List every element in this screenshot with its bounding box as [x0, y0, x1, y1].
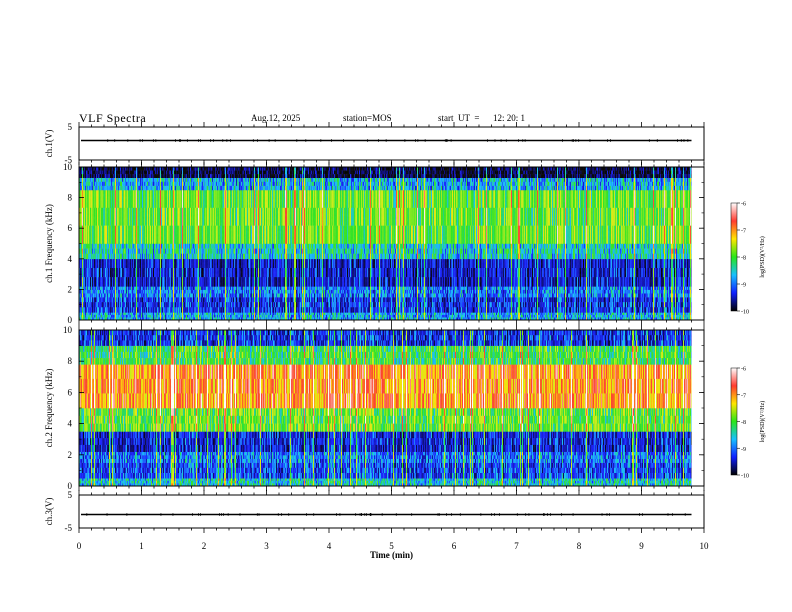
spectrogram-ch1-spectrogram	[79, 167, 704, 321]
figure-title: VLF Spectra	[79, 111, 146, 126]
header-start-time: 12: 20: 1	[493, 113, 525, 123]
header-date: Aug.12, 2025	[251, 113, 300, 123]
header-station: station=MOS	[343, 113, 392, 123]
header-start-label: start UT =	[438, 113, 479, 123]
